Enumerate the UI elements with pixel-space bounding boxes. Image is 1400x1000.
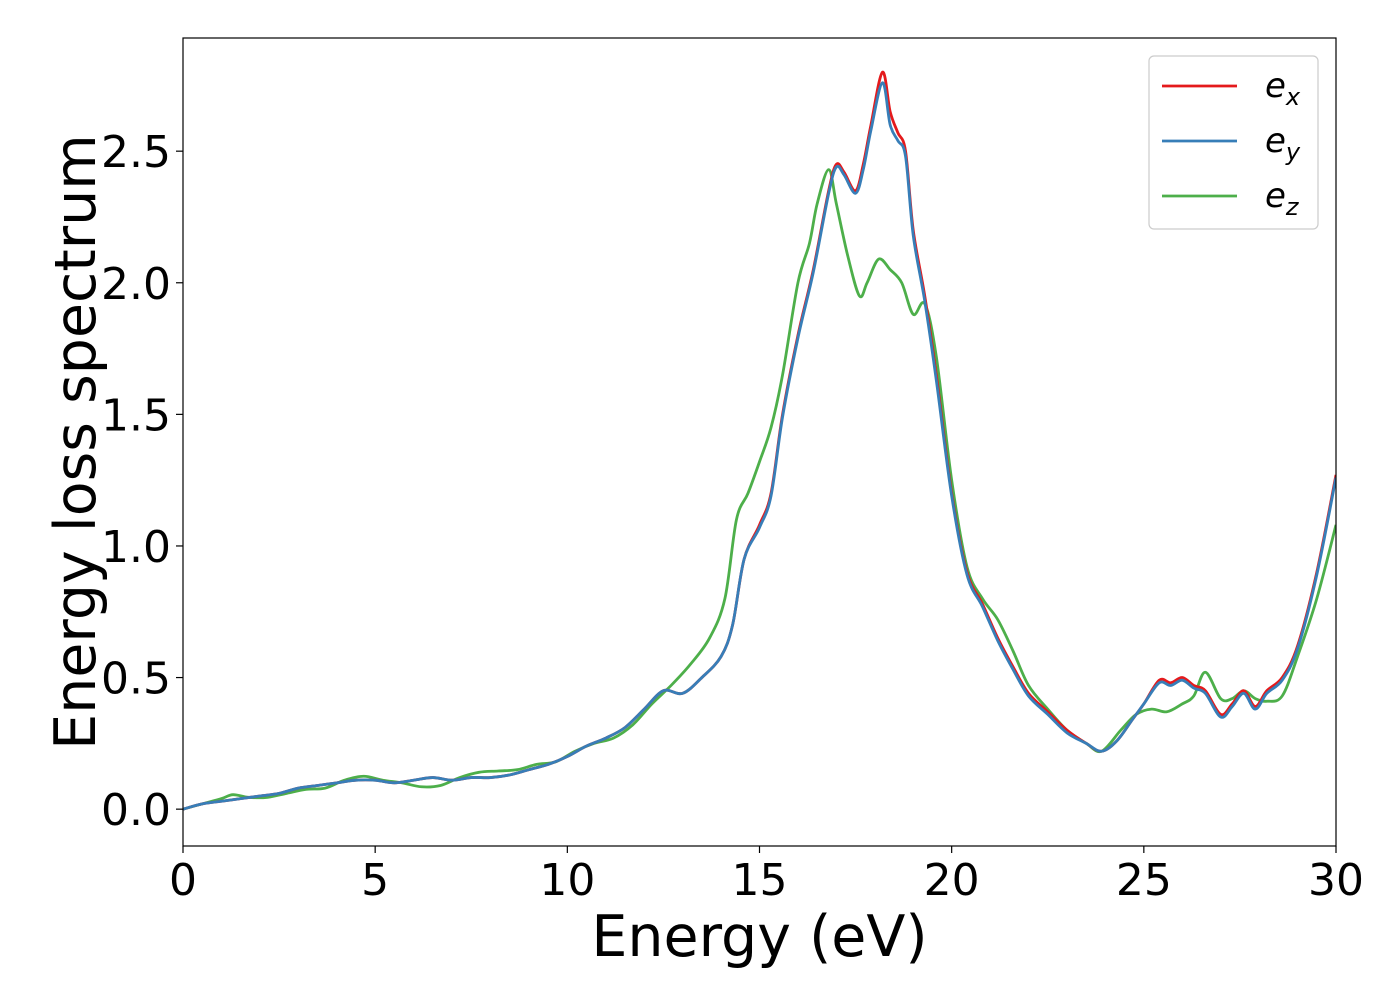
x-axis-ticks: 0 5 10 15 20 25 30: [169, 846, 1364, 906]
x-tick-label: 10: [539, 855, 595, 906]
legend-subscript: x: [1285, 83, 1301, 111]
y-tick-label: 2.5: [101, 127, 171, 178]
y-axis-label: Energy loss spectrum: [43, 134, 109, 750]
legend-subscript: y: [1285, 138, 1301, 166]
legend-subscript: z: [1285, 193, 1300, 221]
x-axis-label: Energy (eV): [591, 904, 927, 970]
legend-box: [1148, 55, 1319, 230]
x-tick-label: 25: [1116, 855, 1172, 906]
y-tick-label: 0.5: [101, 654, 171, 705]
y-axis-ticks: 0.0 0.5 1.0 1.5 2.0 2.5: [101, 127, 183, 836]
series-line-ez: [183, 168, 1336, 811]
y-tick-label: 1.5: [101, 390, 171, 441]
x-tick-label: 20: [924, 855, 980, 906]
x-tick-label: 15: [732, 855, 788, 906]
x-tick-label: 30: [1308, 855, 1364, 906]
x-tick-label: 5: [361, 855, 389, 906]
y-tick-label: 0.0: [101, 785, 171, 836]
y-tick-label: 2.0: [101, 259, 171, 310]
y-tick-label: 1.0: [101, 522, 171, 573]
x-tick-label: 0: [169, 855, 197, 906]
series-line-ey: [183, 81, 1336, 811]
series-layer: [183, 70, 1336, 811]
